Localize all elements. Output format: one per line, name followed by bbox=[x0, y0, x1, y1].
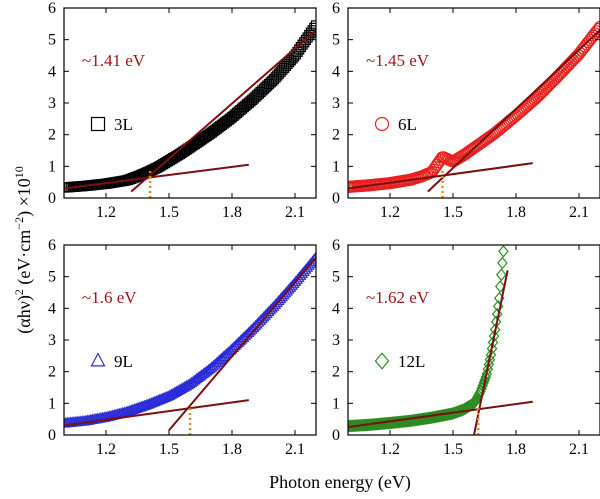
baseline-fit-line bbox=[348, 400, 533, 429]
plot-area bbox=[64, 251, 316, 435]
data-point bbox=[226, 343, 238, 354]
data-point bbox=[496, 268, 507, 282]
data-point bbox=[234, 334, 246, 346]
x-tick-label: 2.1 bbox=[285, 441, 305, 458]
plot-frame bbox=[347, 7, 600, 199]
y-tick-label: 5 bbox=[48, 32, 56, 49]
y-tick-label: 6 bbox=[332, 0, 340, 17]
y-tick-label: 6 bbox=[48, 237, 56, 254]
y-tick-label: 3 bbox=[48, 95, 56, 112]
x-tick-label: 2.1 bbox=[285, 204, 305, 221]
plot-area bbox=[348, 20, 600, 198]
y-tick-label: 4 bbox=[332, 300, 340, 317]
data-point bbox=[229, 339, 241, 351]
data-point bbox=[498, 245, 509, 258]
y-tick-label: 5 bbox=[332, 269, 340, 286]
baseline-fit-line bbox=[64, 399, 249, 427]
panel-3L: 1.2 1.5 1.8 2.1 0 1 2 3 4 5 6 ~1.41 eV 3L bbox=[48, 0, 317, 221]
x-tick-label: 1.5 bbox=[159, 441, 179, 458]
y-tick-label: 1 bbox=[48, 158, 56, 175]
data-point bbox=[307, 25, 316, 36]
baseline-fit-line bbox=[64, 163, 249, 190]
x-tick-label: 1.2 bbox=[380, 441, 400, 458]
bandgap-annotation: ~1.41 eV bbox=[82, 51, 146, 70]
y-tick-label: 2 bbox=[48, 127, 56, 144]
data-point bbox=[495, 280, 506, 293]
x-tick-label: 1.2 bbox=[380, 204, 400, 221]
y-tick-label: 4 bbox=[48, 300, 56, 317]
linear-fit-line bbox=[168, 257, 316, 431]
y-tick-label: 3 bbox=[332, 95, 340, 112]
y-tick-label: 2 bbox=[48, 364, 56, 381]
y-tick-label: 0 bbox=[48, 427, 56, 444]
plot-frame bbox=[63, 7, 317, 199]
y-tick-label: 3 bbox=[48, 332, 56, 349]
data-point bbox=[486, 342, 498, 355]
y-tick-label: 2 bbox=[332, 127, 340, 144]
x-tick-label: 2.1 bbox=[569, 204, 589, 221]
legend-label: 9L bbox=[114, 352, 133, 371]
y-axis-label: (αhν)2 (eV·cm−2) ×1010 bbox=[12, 166, 35, 333]
x-tick-label: 1.8 bbox=[506, 441, 526, 458]
bandgap-annotation: ~1.45 eV bbox=[366, 51, 430, 70]
x-axis-label: Photon energy (eV) bbox=[269, 472, 411, 493]
y-tick-label: 2 bbox=[332, 364, 340, 381]
legend-marker bbox=[374, 352, 390, 370]
legend-label: 6L bbox=[398, 115, 417, 134]
x-tick-label: 1.5 bbox=[443, 204, 463, 221]
baseline-fit-line bbox=[348, 162, 533, 190]
y-tick-label: 6 bbox=[48, 0, 56, 17]
data-point bbox=[497, 256, 508, 270]
data-point bbox=[310, 251, 316, 262]
y-tick-label: 5 bbox=[332, 32, 340, 49]
data-point bbox=[592, 23, 600, 36]
x-tick-label: 1.2 bbox=[96, 441, 116, 458]
x-tick-label: 2.1 bbox=[569, 441, 589, 458]
data-point bbox=[485, 348, 497, 362]
y-tick-label: 0 bbox=[48, 190, 56, 207]
bandgap-annotation: ~1.62 eV bbox=[366, 288, 430, 307]
data-point bbox=[434, 153, 447, 166]
legend-label: 12L bbox=[398, 352, 425, 371]
y-tick-label: 6 bbox=[332, 237, 340, 254]
y-tick-label: 4 bbox=[48, 63, 56, 80]
panel-6L: 1.2 1.5 1.8 2.1 0 1 2 3 4 5 6 ~1.45 eV 6L bbox=[332, 0, 600, 221]
bandgap-annotation: ~1.6 eV bbox=[82, 288, 137, 307]
y-tick-label: 3 bbox=[332, 332, 340, 349]
data-point bbox=[231, 338, 243, 349]
plot-area bbox=[64, 20, 316, 198]
y-tick-label: 1 bbox=[48, 395, 56, 412]
linear-fit-line bbox=[130, 29, 316, 193]
data-point bbox=[228, 341, 240, 352]
linear-fit-line bbox=[427, 29, 600, 193]
legend-marker bbox=[374, 116, 390, 132]
x-tick-label: 1.5 bbox=[159, 204, 179, 221]
x-tick-label: 1.5 bbox=[443, 441, 463, 458]
plot-area bbox=[348, 245, 533, 435]
panel-12L: 1.2 1.5 1.8 2.1 0 1 2 3 4 5 6 ~1.62 eV 12L bbox=[332, 237, 600, 458]
y-tick-label: 1 bbox=[332, 395, 340, 412]
data-point bbox=[590, 25, 600, 38]
legend-marker bbox=[90, 352, 106, 367]
y-tick-label: 5 bbox=[48, 269, 56, 286]
data-point bbox=[310, 20, 316, 31]
x-tick-label: 1.8 bbox=[506, 204, 526, 221]
data-point bbox=[233, 336, 245, 347]
y-tick-label: 0 bbox=[332, 427, 340, 444]
legend-marker bbox=[90, 116, 106, 132]
y-tick-label: 0 bbox=[332, 190, 340, 207]
x-tick-label: 1.2 bbox=[96, 204, 116, 221]
x-tick-label: 1.8 bbox=[222, 204, 242, 221]
panel-9L: 1.2 1.5 1.8 2.1 0 1 2 3 4 5 6 ~1.6 eV 9L bbox=[48, 237, 317, 458]
data-point bbox=[593, 20, 600, 34]
linear-fit-line bbox=[473, 270, 509, 435]
x-tick-label: 1.8 bbox=[222, 441, 242, 458]
legend-label: 3L bbox=[114, 115, 133, 134]
y-tick-label: 4 bbox=[332, 63, 340, 80]
data-point bbox=[487, 335, 499, 349]
y-tick-label: 1 bbox=[332, 158, 340, 175]
